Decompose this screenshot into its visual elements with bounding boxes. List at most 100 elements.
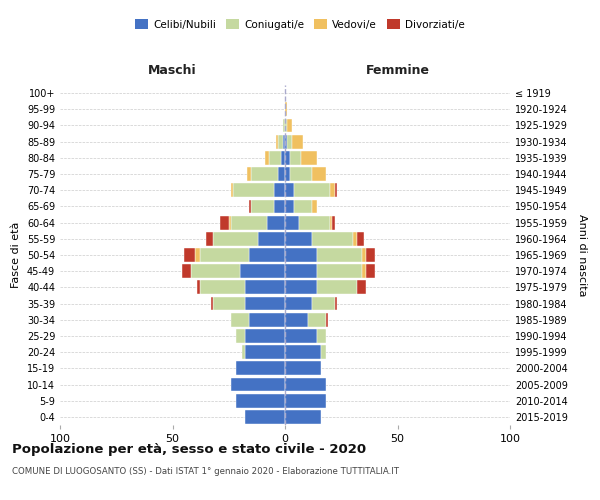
Legend: Celibi/Nubili, Coniugati/e, Vedovi/e, Divorziati/e: Celibi/Nubili, Coniugati/e, Vedovi/e, Di… [131,15,469,34]
Bar [290,151,301,164]
Bar [317,248,361,262]
Bar [285,346,321,359]
Bar [274,184,285,197]
Bar [330,184,335,197]
Bar [312,296,335,310]
Bar [285,410,321,424]
Text: Popolazione per età, sesso e stato civile - 2020: Popolazione per età, sesso e stato civil… [12,442,366,456]
Bar [285,248,317,262]
Bar [229,216,231,230]
Bar [281,151,285,164]
Bar [247,167,251,181]
Bar [278,167,285,181]
Bar [317,329,325,343]
Bar [285,296,312,310]
Bar [240,264,285,278]
Bar [312,167,325,181]
Bar [258,232,285,245]
Bar [233,184,274,197]
Bar [285,313,308,326]
Bar [285,378,325,392]
Bar [197,280,199,294]
Bar [285,394,325,407]
Bar [285,135,287,148]
Bar [317,280,357,294]
Bar [251,200,274,213]
Text: Femmine: Femmine [365,64,430,77]
Bar [245,280,285,294]
Bar [249,313,285,326]
Bar [211,296,213,310]
Bar [242,346,245,359]
Bar [285,118,287,132]
Bar [361,264,366,278]
Bar [325,313,328,326]
Bar [294,184,330,197]
Bar [301,151,317,164]
Bar [285,216,299,230]
Bar [249,248,285,262]
Bar [287,118,292,132]
Bar [245,346,285,359]
Bar [199,280,245,294]
Bar [235,362,285,375]
Bar [335,296,337,310]
Bar [285,184,294,197]
Bar [231,313,249,326]
Bar [317,264,361,278]
Bar [206,232,213,245]
Bar [287,135,292,148]
Bar [245,329,285,343]
Bar [353,232,357,245]
Text: COMUNE DI LUOGOSANTO (SS) - Dati ISTAT 1° gennaio 2020 - Elaborazione TUTTITALIA: COMUNE DI LUOGOSANTO (SS) - Dati ISTAT 1… [12,468,399,476]
Bar [235,329,245,343]
Bar [335,184,337,197]
Bar [231,184,233,197]
Bar [249,200,251,213]
Bar [231,378,285,392]
Bar [283,135,285,148]
Bar [366,248,375,262]
Bar [245,410,285,424]
Bar [285,280,317,294]
Bar [361,248,366,262]
Bar [299,216,330,230]
Bar [235,394,285,407]
Bar [283,118,285,132]
Bar [312,200,317,213]
Bar [321,346,325,359]
Bar [290,167,312,181]
Bar [357,280,366,294]
Bar [285,151,290,164]
Bar [274,200,285,213]
Bar [278,135,283,148]
Bar [332,216,335,230]
Bar [285,264,317,278]
Bar [251,167,278,181]
Bar [285,362,321,375]
Y-axis label: Anni di nascita: Anni di nascita [577,214,587,296]
Bar [357,232,364,245]
Bar [191,264,240,278]
Bar [182,264,191,278]
Bar [285,167,290,181]
Bar [330,216,332,230]
Bar [285,232,312,245]
Bar [231,216,267,230]
Bar [213,232,258,245]
Bar [312,232,353,245]
Bar [199,248,249,262]
Bar [245,296,285,310]
Bar [184,248,195,262]
Bar [213,296,245,310]
Bar [366,264,375,278]
Bar [292,135,303,148]
Bar [285,200,294,213]
Text: Maschi: Maschi [148,64,197,77]
Bar [285,102,287,116]
Bar [308,313,325,326]
Bar [195,248,199,262]
Bar [285,329,317,343]
Bar [269,151,281,164]
Bar [220,216,229,230]
